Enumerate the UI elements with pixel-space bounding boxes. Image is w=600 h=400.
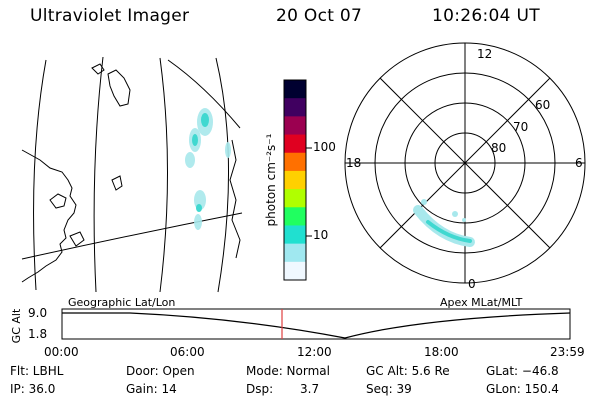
gc-alt-info: GC Alt: 5.6 Re [366, 364, 450, 378]
mode-info: Mode: Normal [246, 364, 330, 378]
timeline-x-tick-0600: 06:00 [170, 345, 205, 359]
colorbar-segment [284, 80, 306, 99]
coastline [21, 149, 77, 283]
coastline [229, 139, 241, 259]
colorbar-segment [284, 152, 306, 172]
colorbar-segment [284, 134, 306, 154]
map-meridian [159, 57, 168, 293]
timeline-right-caption: Apex MLat/MLT [440, 296, 523, 309]
coastline [69, 231, 85, 247]
timeline-x-tick-1200: 12:00 [297, 345, 332, 359]
altitude-trace [62, 312, 571, 339]
polar-aurora-oval [413, 199, 475, 247]
polar-axis-diagonal [379, 77, 551, 249]
mlt-label-18: 18 [346, 156, 362, 170]
mlt-label-6: 6 [575, 156, 583, 170]
timeline-y-tick-1: 1.8 [28, 327, 48, 341]
mlt-label-0: 0 [468, 277, 476, 291]
map-meridian [215, 57, 229, 293]
timeline-y-tick-9: 9.0 [28, 306, 48, 320]
map-meridian [93, 56, 104, 293]
ip-info: IP: 36.0 [10, 382, 56, 396]
colorbar-segment [284, 243, 306, 263]
mlt-label-12: 12 [477, 47, 493, 61]
timeline-frame [61, 308, 571, 340]
colorbar-segment [284, 207, 306, 226]
map-meridian [33, 59, 47, 291]
seq-info: Seq: 39 [366, 382, 412, 396]
glon-info: GLon: 150.4 [486, 382, 559, 396]
coastline [111, 175, 123, 191]
gain-info: Gain: 14 [126, 382, 177, 396]
colorbar-segment [284, 98, 306, 117]
colorbar-segment [284, 116, 306, 136]
colorbar-tick-100: 100 [313, 140, 336, 154]
colorbar-segment [284, 225, 306, 245]
timeline-x-tick-0000: 00:00 [44, 345, 79, 359]
colorbar-tick-10: 10 [313, 228, 329, 242]
timeline-x-tick-1800: 18:00 [424, 345, 459, 359]
map-aurora-bright [192, 113, 209, 212]
colorbar-segment [284, 170, 306, 190]
instrument-title: Ultraviolet Imager [30, 6, 190, 26]
door-info: Door: Open [126, 364, 195, 378]
map-parallel [21, 212, 243, 260]
mlat-label-80: 80 [491, 141, 507, 155]
timeline-left-caption: Geographic Lat/Lon [68, 296, 176, 309]
colorbar-segment [284, 261, 306, 281]
dsp-value: 3.7 [300, 382, 320, 396]
colorbar-segment [284, 189, 306, 208]
observation-time: 10:26:04 UT [432, 6, 540, 26]
colorbar-scale [284, 80, 306, 281]
timeline-x-tick-2359: 23:59 [550, 345, 585, 359]
mlat-label-60: 60 [535, 98, 551, 112]
map-parallel [167, 59, 241, 129]
filter-info: Flt: LBHL [10, 364, 64, 378]
coastline [49, 193, 67, 209]
coastline [107, 69, 131, 107]
observation-date: 20 Oct 07 [276, 6, 363, 26]
mlat-label-70: 70 [513, 120, 529, 134]
glat-info: GLat: −46.8 [486, 364, 559, 378]
dsp-label: Dsp: [246, 382, 274, 396]
coastline [91, 63, 105, 75]
